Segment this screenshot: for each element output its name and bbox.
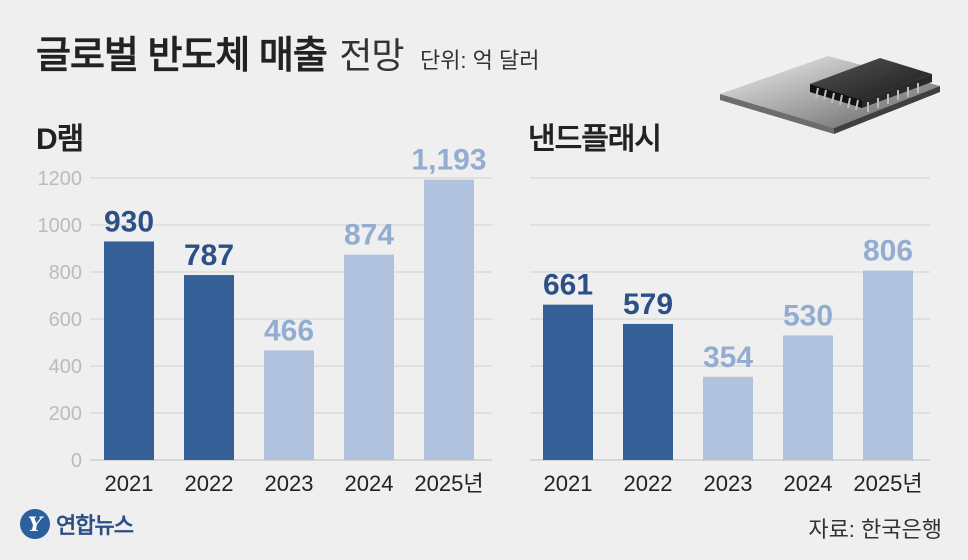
dram-bar-4 [424, 179, 474, 460]
nand-bar-0 [543, 304, 593, 460]
nand-bar-2 [703, 376, 753, 460]
yonhap-logo: Y 연합뉴스 [20, 508, 134, 540]
logo-text: 연합뉴스 [56, 513, 134, 538]
nand-value-label-3: 530 [783, 299, 833, 332]
unit-label: 단위: 억 달러 [419, 48, 540, 73]
nand-chart-title: 낸드플래시 [528, 123, 662, 156]
nand-value-label-0: 661 [543, 269, 593, 302]
dram-value-label-2: 466 [264, 314, 314, 347]
dram-x-label-4: 2025년 [414, 471, 483, 496]
dram-ytick-label: 200 [49, 403, 82, 425]
dram-value-label-1: 787 [184, 239, 234, 272]
nand-value-label-1: 579 [623, 288, 673, 321]
nand-value-label-2: 354 [703, 341, 753, 374]
dram-x-label-0: 2021 [105, 471, 154, 496]
nand-x-label-2: 2023 [704, 471, 753, 496]
source-note: 자료: 한국은행 [808, 517, 942, 542]
dram-bar-3 [344, 254, 394, 460]
nand-value-label-4: 806 [863, 235, 913, 268]
dram-ytick-label: 400 [49, 356, 82, 378]
dram-bar-1 [184, 275, 234, 460]
dram-x-label-2: 2023 [265, 471, 314, 496]
dram-ytick-label: 0 [71, 450, 82, 472]
dram-ytick-label: 1200 [38, 168, 83, 190]
dram-value-label-4: 1,193 [411, 144, 486, 177]
nand-bar-4 [863, 270, 913, 460]
dram-x-label-1: 2022 [185, 471, 234, 496]
nand-x-label-0: 2021 [544, 471, 593, 496]
dram-value-label-3: 874 [344, 219, 394, 252]
dram-ytick-label: 1000 [38, 215, 83, 237]
nand-x-label-1: 2022 [624, 471, 673, 496]
nand-x-label-3: 2024 [784, 471, 833, 496]
nand-x-label-4: 2025년 [853, 471, 922, 496]
semiconductor-chip-icon [720, 56, 940, 134]
yonhap-logo-mark: Y [20, 509, 50, 539]
dram-x-label-3: 2024 [345, 471, 394, 496]
dram-chart-title: D램 [36, 123, 84, 156]
dram-value-label-0: 930 [104, 205, 154, 238]
dram-bar-2 [264, 350, 314, 460]
title-main: 글로벌 반도체 매출 [36, 35, 328, 77]
nand-bar-1 [623, 323, 673, 460]
dram-ytick-label: 800 [49, 262, 82, 284]
dram-bar-0 [104, 241, 154, 460]
dram-ytick-label: 600 [49, 309, 82, 331]
page-title: 글로벌 반도체 매출 전망 단위: 억 달러 [36, 24, 540, 77]
nand-bar-3 [783, 335, 833, 460]
title-sub: 전망 [339, 35, 404, 76]
